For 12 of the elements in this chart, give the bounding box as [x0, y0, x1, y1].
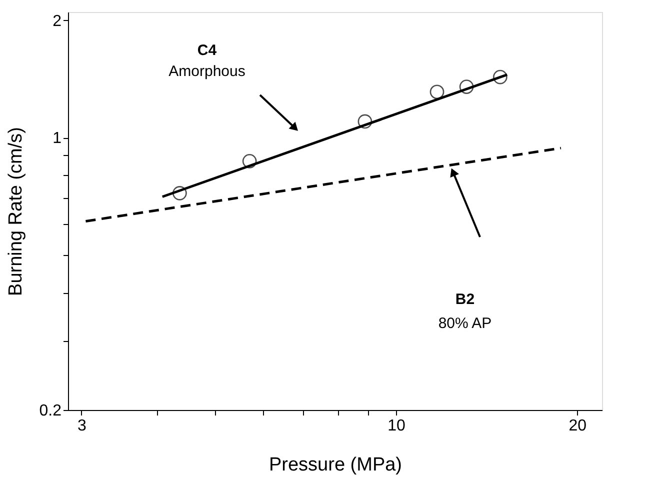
y-tick-label: 0.2: [39, 402, 62, 420]
y-tick-label: 2: [52, 12, 62, 30]
x-tick-label: 3: [77, 418, 86, 434]
x-tick-label: 20: [568, 418, 587, 434]
annotation: C4: [197, 42, 218, 59]
x-tick-label: 10: [388, 418, 406, 434]
y-axis-title: Burning Rate (cm/s): [5, 127, 26, 296]
annotation: 80% AP: [438, 315, 492, 332]
annotation: Amorphous: [168, 63, 246, 80]
annotation: B2: [455, 291, 475, 308]
x-axis-title: Pressure (MPa): [268, 454, 402, 476]
y-tick-label: 1: [52, 130, 62, 148]
